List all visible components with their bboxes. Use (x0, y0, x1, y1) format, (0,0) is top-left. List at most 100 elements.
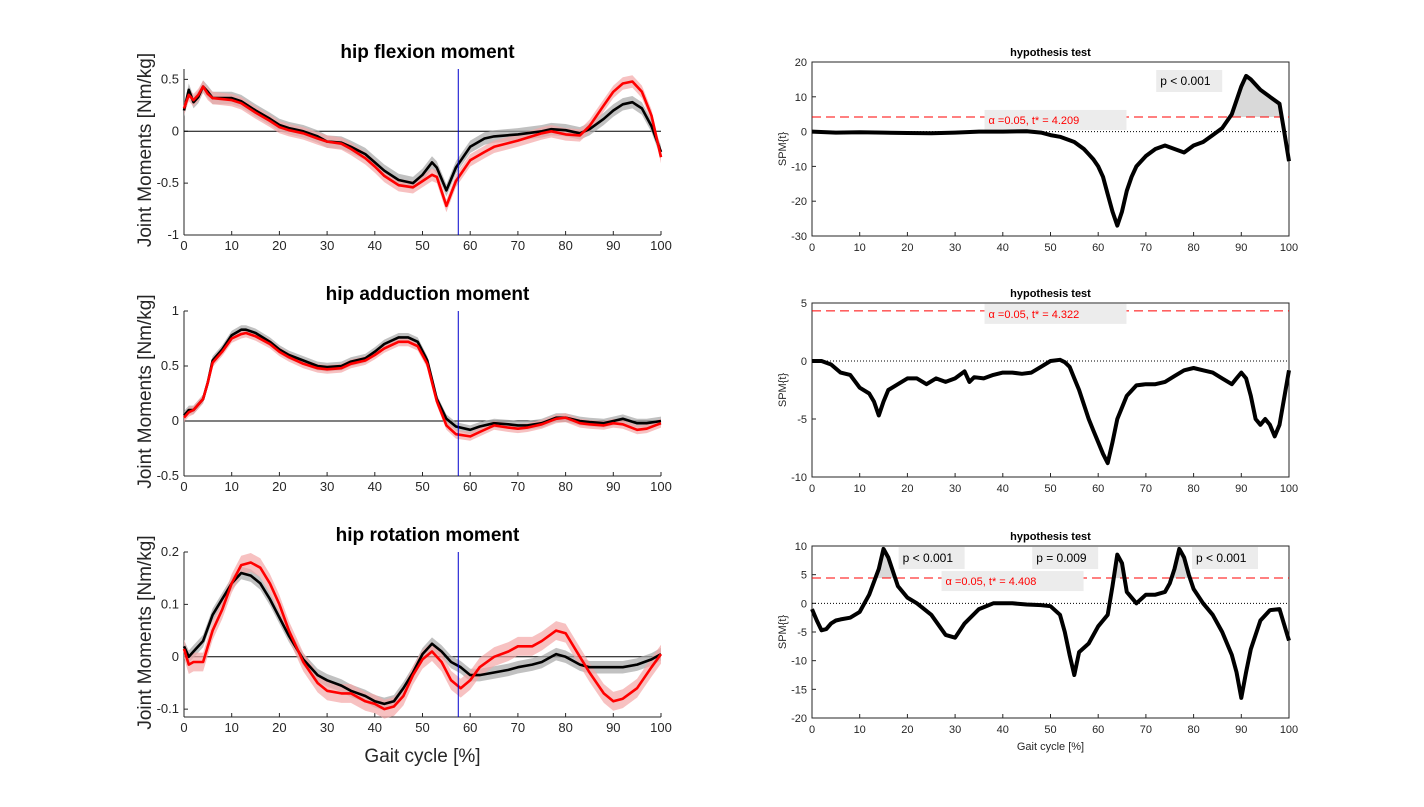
panel-title: hypothesis test (1010, 47, 1091, 59)
y-tick-label: -15 (791, 684, 807, 696)
panel-title: hip rotation moment (336, 525, 520, 546)
x-tick-label: 30 (949, 242, 961, 254)
threshold-label: α =0.05, t* = 4.408 (946, 576, 1037, 588)
sd-band-group_a (184, 325, 661, 435)
x-tick-label: 40 (368, 238, 382, 253)
x-tick-label: 0 (809, 483, 815, 495)
y-tick-label: -20 (791, 196, 807, 208)
x-tick-label: 30 (949, 483, 961, 495)
x-tick-label: 60 (1092, 242, 1104, 254)
x-tick-label: 10 (854, 242, 866, 254)
y-axis-label: SPM{t} (777, 373, 789, 408)
x-axis-label: Gait cycle [%] (1017, 741, 1084, 753)
x-tick-label: 80 (1187, 483, 1199, 495)
y-tick-label: 10 (795, 541, 807, 553)
spm-t-curve (812, 357, 1291, 466)
threshold-label-box (984, 109, 1127, 130)
mean-line-group_a (182, 85, 663, 192)
x-tick-label: 40 (997, 483, 1009, 495)
panel-title: hypothesis test (1010, 531, 1091, 543)
x-tick-label: 60 (1092, 724, 1104, 736)
x-tick-label: 10 (224, 238, 238, 253)
y-tick-label: 20 (795, 57, 807, 69)
y-tick-label: -1 (167, 227, 179, 242)
threshold-label-box (984, 303, 1127, 324)
x-tick-label: 20 (901, 483, 913, 495)
x-tick-label: 80 (558, 720, 572, 735)
x-tick-label: 100 (1280, 483, 1298, 495)
y-tick-label: -5 (797, 627, 807, 639)
y-tick-label: 0 (801, 127, 807, 139)
x-tick-label: 40 (368, 720, 382, 735)
x-tick-label: 20 (272, 238, 286, 253)
y-tick-label: 0 (172, 123, 179, 138)
x-tick-label: 60 (463, 238, 477, 253)
mean-line-group_b (182, 80, 663, 208)
x-tick-label: 10 (224, 720, 238, 735)
panel-title: hip flexion moment (340, 42, 515, 63)
y-axis-label: SPM{t} (777, 615, 789, 650)
spm-t-curve (811, 73, 1291, 228)
y-tick-label: 0.5 (161, 71, 179, 86)
mean-line-group_b (183, 331, 662, 438)
y-tick-label: 0.1 (161, 596, 179, 611)
axes-box (811, 302, 1290, 478)
spm-t-curve (810, 546, 1291, 700)
y-tick-label: -0.5 (157, 175, 179, 190)
x-tick-label: 70 (1140, 483, 1152, 495)
x-tick-label: 30 (320, 238, 334, 253)
x-tick-label: 100 (1280, 242, 1298, 254)
x-tick-label: 70 (511, 238, 525, 253)
x-tick-label: 0 (809, 724, 815, 736)
y-tick-label: 10 (795, 92, 807, 104)
x-tick-label: 90 (606, 238, 620, 253)
x-tick-label: 0 (180, 238, 187, 253)
sd-band-group_a (184, 566, 661, 711)
x-tick-label: 40 (997, 724, 1009, 736)
x-tick-label: 60 (463, 479, 477, 494)
x-tick-label: 50 (1044, 242, 1056, 254)
x-tick-label: 90 (606, 479, 620, 494)
mean-line-group_b (182, 561, 663, 711)
y-tick-label: 5 (801, 298, 807, 310)
mean-line-group_a (182, 571, 662, 706)
x-tick-label: 0 (809, 242, 815, 254)
y-tick-label: -10 (791, 656, 807, 668)
p-value-label: p < 0.001 (1160, 74, 1211, 88)
y-axis-label: SPM{t} (777, 132, 789, 167)
x-tick-label: 50 (415, 479, 429, 494)
x-tick-label: 60 (1092, 483, 1104, 495)
threshold-label-box (941, 571, 1084, 592)
y-tick-label: 0 (172, 413, 179, 428)
x-tick-label: 60 (463, 720, 477, 735)
threshold-label: α =0.05, t* = 4.209 (988, 115, 1079, 127)
x-tick-label: 30 (320, 720, 334, 735)
axes-box (184, 69, 661, 235)
x-tick-label: 20 (272, 720, 286, 735)
y-tick-label: 0 (801, 356, 807, 368)
y-tick-label: -20 (791, 713, 807, 725)
y-tick-label: 0 (172, 649, 179, 664)
x-tick-label: 90 (1235, 242, 1247, 254)
axes: 0 10 20 30 40 50 60 70 80 90 100-0.100.10.2 (157, 544, 672, 735)
y-tick-label: 5 (801, 570, 807, 582)
y-tick-label: 0 (801, 598, 807, 610)
x-tick-label: 80 (1187, 724, 1199, 736)
axes: 0 10 20 30 40 50 60 70 80 90 100 -20 -15 -10 -5 0 5 10 (791, 541, 1298, 736)
x-tick-label: 90 (1235, 724, 1247, 736)
x-tick-label: 90 (606, 720, 620, 735)
x-tick-label: 70 (511, 720, 525, 735)
p-value-box (898, 547, 965, 569)
moment-panel-1: 0 10 20 30 40 50 60 70 80 90 100 -1 -0.5 0 0.5 hip flex… (135, 42, 672, 253)
y-tick-label: -10 (791, 161, 807, 173)
x-tick-label: 70 (1140, 242, 1152, 254)
x-axis-label: Gait cycle [%] (364, 746, 480, 767)
mean-line-group_a (183, 328, 662, 432)
x-tick-label: 100 (1280, 724, 1298, 736)
x-tick-label: 70 (1140, 724, 1152, 736)
y-tick-label: 0.5 (161, 358, 179, 373)
spm-panel-2: 0 10 20 30 40 50 60 70 80 90 100 -10 -5 0 5 hypothesis … (777, 288, 1298, 495)
y-tick-label: -30 (791, 231, 807, 243)
